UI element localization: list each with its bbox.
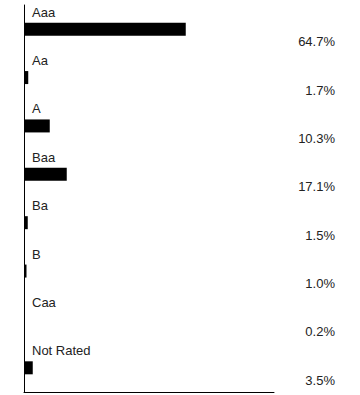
- svg-text:Ba: Ba: [32, 198, 49, 213]
- svg-text:1.5%: 1.5%: [305, 228, 335, 243]
- svg-text:A: A: [32, 101, 41, 116]
- svg-text:64.7%: 64.7%: [298, 34, 335, 49]
- svg-text:Aaa: Aaa: [32, 5, 56, 20]
- svg-text:10.3%: 10.3%: [298, 131, 335, 146]
- svg-text:Caa: Caa: [32, 295, 57, 310]
- svg-text:Not Rated: Not Rated: [32, 343, 91, 358]
- svg-text:17.1%: 17.1%: [298, 179, 335, 194]
- svg-text:B: B: [32, 247, 41, 262]
- svg-text:Baa: Baa: [32, 150, 56, 165]
- svg-text:Aa: Aa: [32, 53, 49, 68]
- svg-text:3.5%: 3.5%: [305, 373, 335, 388]
- svg-text:1.7%: 1.7%: [305, 83, 335, 98]
- svg-text:0.2%: 0.2%: [305, 324, 335, 339]
- svg-text:1.0%: 1.0%: [305, 276, 335, 291]
